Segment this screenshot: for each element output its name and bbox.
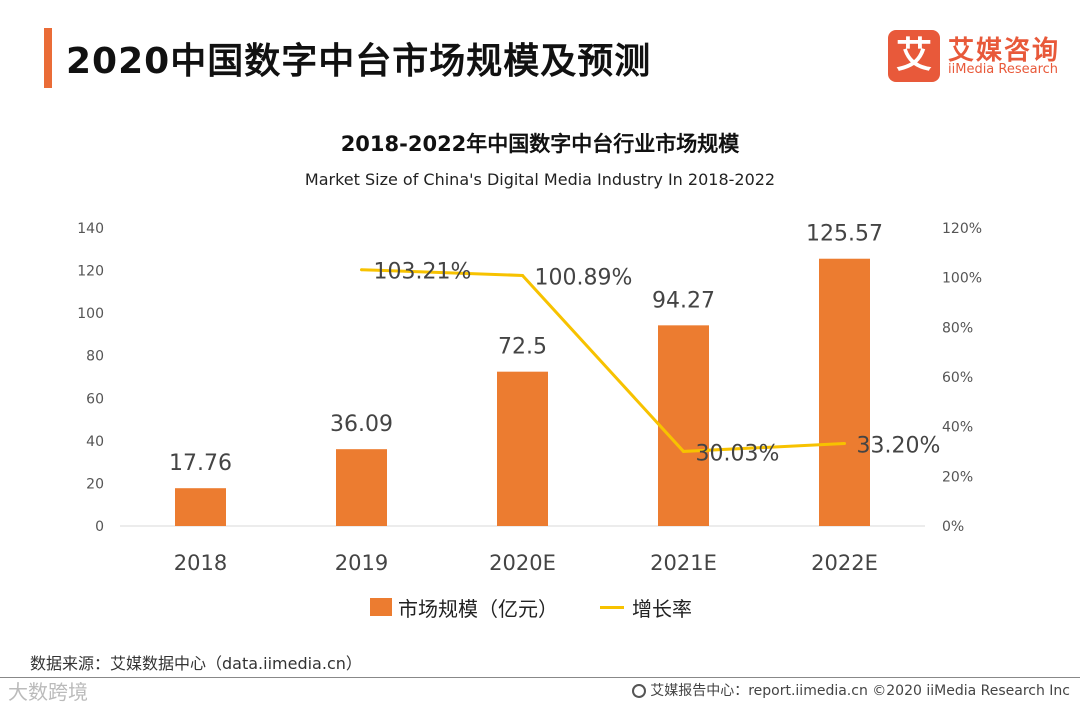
legend-bar-swatch <box>370 598 392 616</box>
bar-value-label: 94.27 <box>652 288 715 313</box>
data-source: 数据来源：艾媒数据中心（data.iimedia.cn） <box>30 654 362 673</box>
legend-line-swatch <box>600 606 624 609</box>
line-value-label: 100.89% <box>535 265 633 290</box>
y-right-tick-label: 60% <box>942 370 973 386</box>
logo-name-en: iiMedia Research <box>948 62 1059 77</box>
y-left-tick-label: 100 <box>77 306 104 322</box>
x-tick-label: 2019 <box>335 551 388 575</box>
bar-value-label: 17.76 <box>169 451 232 476</box>
line-point <box>843 442 846 446</box>
line-value-label: 103.21% <box>374 260 472 285</box>
bar-value-label: 36.09 <box>330 412 393 437</box>
y-left-tick-label: 0 <box>95 519 104 535</box>
y-right-tick-label: 120% <box>942 221 982 237</box>
line-point <box>682 449 685 453</box>
y-right-tick-label: 80% <box>942 320 973 336</box>
x-tick-label: 2022E <box>811 551 878 575</box>
y-left-tick-label: 140 <box>77 221 104 237</box>
y-left-tick-label: 60 <box>86 391 104 407</box>
y-right-tick-label: 0% <box>942 519 964 535</box>
line-value-label: 30.03% <box>696 441 780 466</box>
y-left-tick-label: 20 <box>86 476 104 492</box>
iimedia-logo: 艾 艾媒咨询 iiMedia Research <box>888 30 1068 82</box>
bar <box>658 325 709 526</box>
y-right-tick-label: 40% <box>942 420 973 436</box>
legend-line-label: 增长率 <box>632 597 692 621</box>
title-accent-bar <box>44 28 52 88</box>
globe-icon <box>632 684 647 698</box>
chart-subtitle: Market Size of China's Digital Media Ind… <box>304 170 776 189</box>
bar-value-label: 72.5 <box>498 335 547 360</box>
y-left-tick-label: 40 <box>86 434 104 450</box>
bar <box>336 449 387 526</box>
chart-legend: 市场规模（亿元） 增长率 <box>0 592 1080 622</box>
y-left-tick-label: 120 <box>77 264 104 280</box>
bar <box>497 371 548 526</box>
bar-value-label: 125.57 <box>806 222 883 247</box>
logo-mark: 艾 <box>888 30 940 82</box>
page-title: 2020中国数字中台市场规模及预测 <box>66 41 652 82</box>
chart-title: 2018-2022年中国数字中台行业市场规模 <box>340 132 740 156</box>
logo-name-cn: 艾媒咨询 <box>948 36 1061 66</box>
bar <box>819 258 870 526</box>
x-tick-label: 2020E <box>489 551 556 575</box>
x-tick-label: 2021E <box>650 551 717 575</box>
footer-credit: 艾媒报告中心：report.iimedia.cn ©2020 iiMedia R… <box>632 680 1070 700</box>
legend-bar-label: 市场规模（亿元） <box>398 597 558 621</box>
footer-text: 艾媒报告中心：report.iimedia.cn ©2020 iiMedia R… <box>650 683 1070 699</box>
line-point <box>360 268 363 272</box>
x-tick-label: 2018 <box>174 551 227 575</box>
watermark: 大数跨境 <box>8 680 88 704</box>
y-left-tick-label: 80 <box>86 349 104 365</box>
growth-rate-line <box>361 268 845 453</box>
line-value-label: 33.20% <box>857 434 941 459</box>
y-right-tick-label: 20% <box>942 469 973 485</box>
y-right-tick-label: 100% <box>942 271 982 287</box>
bar <box>175 488 226 526</box>
footer-divider <box>0 677 1080 678</box>
line-point <box>521 273 524 277</box>
